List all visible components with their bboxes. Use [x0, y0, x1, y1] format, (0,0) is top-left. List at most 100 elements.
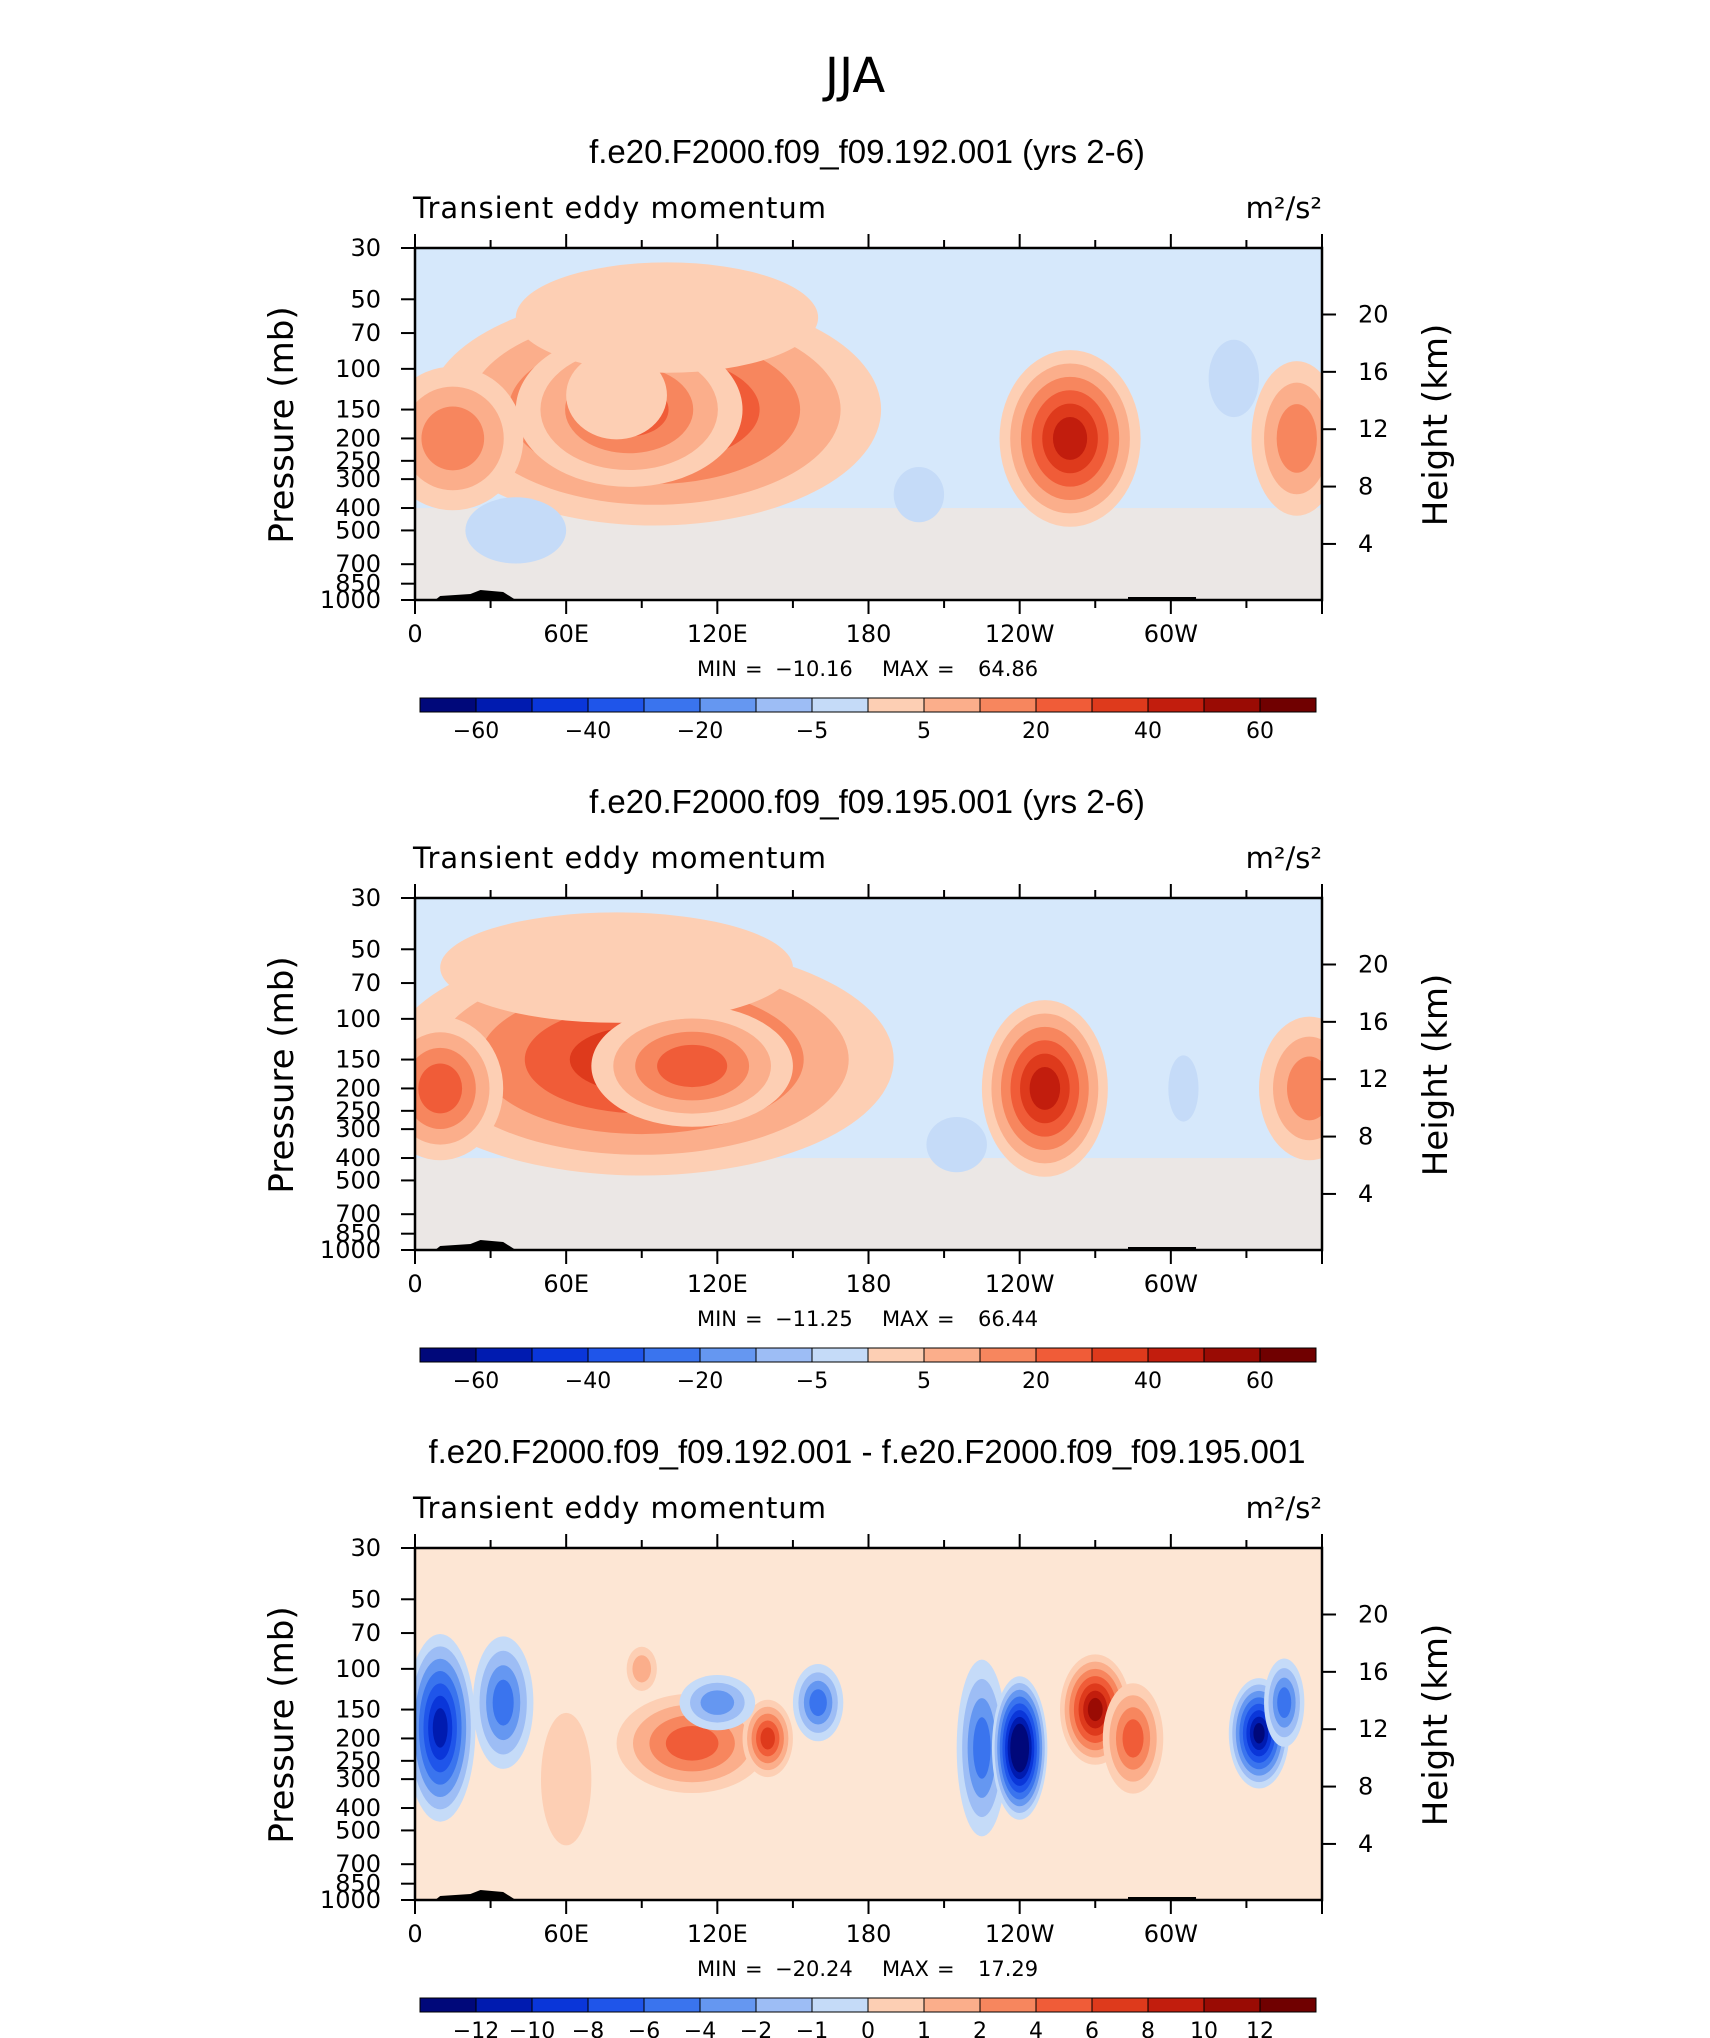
contour-blob	[657, 1044, 728, 1088]
contour-field	[415, 912, 1322, 1250]
x-tick-label: 120E	[687, 1270, 748, 1298]
x-tick-label: 60W	[1144, 1920, 1198, 1948]
colorbar-label: −60	[453, 719, 499, 744]
contour-blob	[1208, 339, 1260, 418]
colorbar-swatch	[867, 1347, 925, 1363]
colorbar-swatch	[1147, 1347, 1205, 1363]
y-tick-label: 150	[335, 1046, 381, 1074]
contour-blob	[632, 1655, 652, 1683]
colorbar-swatch	[643, 1347, 701, 1363]
topography	[1128, 1897, 1197, 1900]
units-label: m²/s²	[1246, 191, 1322, 225]
contour-blob	[700, 1690, 735, 1715]
y-tick-label: 1000	[320, 1886, 381, 1914]
contour-blob	[492, 1679, 514, 1726]
min-max-readout: MIN = −11.25 MAX = 66.44	[697, 1307, 1038, 1331]
colorbar-label: 60	[1246, 1369, 1274, 1394]
topography	[435, 590, 516, 600]
y2-tick-label: 20	[1358, 950, 1389, 978]
y-tick-label: 30	[350, 1534, 381, 1562]
colorbar: −12 −10 −8 −6 −4 −2 −1 0 1 2 4 6 8 10 12	[419, 1997, 1317, 2038]
colorbar-swatch	[643, 697, 701, 713]
colorbar-swatch	[643, 1997, 701, 2013]
colorbar-swatch	[419, 1997, 477, 2013]
y-tick-label: 250	[335, 447, 381, 475]
colorbar-label: 2	[973, 2019, 987, 2038]
min-eq: =	[745, 657, 763, 681]
x-tick-label: 120E	[687, 620, 748, 648]
colorbar-swatch	[1147, 1997, 1205, 2013]
contour-field	[415, 262, 1322, 600]
colorbar-swatch	[923, 697, 981, 713]
min-value: −11.25	[775, 1307, 853, 1331]
y-tick-label: 200	[335, 1074, 381, 1102]
contour-plot: 0 60E 120E 180 120W 60W3050701001502002503004…	[320, 884, 1389, 1298]
colorbar-label: −20	[677, 1369, 723, 1394]
colorbar-label: 8	[1141, 2019, 1155, 2038]
max-label: MAX	[882, 657, 929, 681]
colorbar-swatch	[1203, 1997, 1261, 2013]
x-tick-label: 180	[846, 620, 892, 648]
colorbar-swatch	[979, 1997, 1037, 2013]
y-tick-label: 30	[350, 234, 381, 262]
colorbar-label: −1	[796, 2019, 828, 2038]
y2-tick-label: 16	[1358, 358, 1389, 386]
contour-plot: 0 60E 120E 180 120W 60W3050701001502002503004…	[320, 234, 1389, 648]
y2-axis-label: Height (km)	[1416, 324, 1456, 527]
y2-tick-label: 12	[1358, 1715, 1389, 1743]
topography	[435, 1240, 516, 1250]
y-tick-label: 100	[335, 355, 381, 383]
colorbar-swatch	[475, 1347, 533, 1363]
colorbar-label: 5	[917, 719, 931, 744]
colorbar-label: −6	[628, 2019, 660, 2038]
topography	[1128, 597, 1197, 600]
y-tick-label: 70	[350, 969, 381, 997]
colorbar-label: −4	[684, 2019, 716, 2038]
colorbar-swatch	[755, 1347, 813, 1363]
panel-title: f.e20.F2000.f09_f09.192.001 - f.e20.F200…	[428, 1433, 1305, 1470]
colorbar-swatch	[419, 1347, 477, 1363]
x-tick-label: 0	[407, 1920, 422, 1948]
y-tick-label: 150	[335, 396, 381, 424]
contour-blob	[515, 262, 819, 373]
y-tick-label: 700	[335, 1200, 381, 1228]
contour-blob	[760, 1727, 775, 1750]
contour-blob	[926, 1117, 987, 1173]
colorbar-label: 6	[1085, 2019, 1099, 2038]
contour-blob	[1029, 1067, 1061, 1110]
y2-tick-label: 8	[1358, 473, 1373, 501]
max-label: MAX	[882, 1307, 929, 1331]
colorbar-swatch	[867, 1997, 925, 2013]
max-eq: =	[937, 657, 955, 681]
x-tick-label: 60W	[1144, 620, 1198, 648]
topography	[435, 1890, 516, 1900]
colorbar-label: −20	[677, 719, 723, 744]
contour-blob	[1253, 1723, 1265, 1744]
colorbar-label: 0	[861, 2019, 875, 2038]
y-tick-label: 30	[350, 884, 381, 912]
panel-1: f.e20.F2000.f09_f09.192.001 (yrs 2-6) Tr…	[262, 133, 1456, 744]
x-tick-label: 0	[407, 1270, 422, 1298]
colorbar-swatch	[587, 697, 645, 713]
y2-tick-label: 12	[1358, 1065, 1389, 1093]
colorbar-label: 40	[1134, 1369, 1162, 1394]
y-tick-label: 200	[335, 424, 381, 452]
contour-blob	[432, 1708, 448, 1748]
colorbar-label: 20	[1022, 719, 1050, 744]
y-tick-label: 300	[335, 1765, 381, 1793]
colorbar: −60 −40 −20 −5 5 20 40 60	[419, 697, 1317, 744]
contour-blob	[540, 1712, 592, 1846]
panel-title: f.e20.F2000.f09_f09.195.001 (yrs 2-6)	[589, 783, 1145, 820]
y-tick-label: 50	[350, 285, 381, 313]
x-tick-label: 120W	[985, 620, 1055, 648]
colorbar-swatch	[1147, 697, 1205, 713]
y-tick-label: 70	[350, 319, 381, 347]
x-tick-label: 120W	[985, 1270, 1055, 1298]
colorbar-swatch	[1035, 1347, 1093, 1363]
y-tick-label: 200	[335, 1724, 381, 1752]
colorbar-label: −40	[565, 1369, 611, 1394]
min-max-readout: MIN = −20.24 MAX = 17.29	[697, 1957, 1038, 1981]
colorbar-label: 60	[1246, 719, 1274, 744]
colorbar-swatch	[475, 1997, 533, 2013]
contour-blob	[465, 497, 567, 564]
